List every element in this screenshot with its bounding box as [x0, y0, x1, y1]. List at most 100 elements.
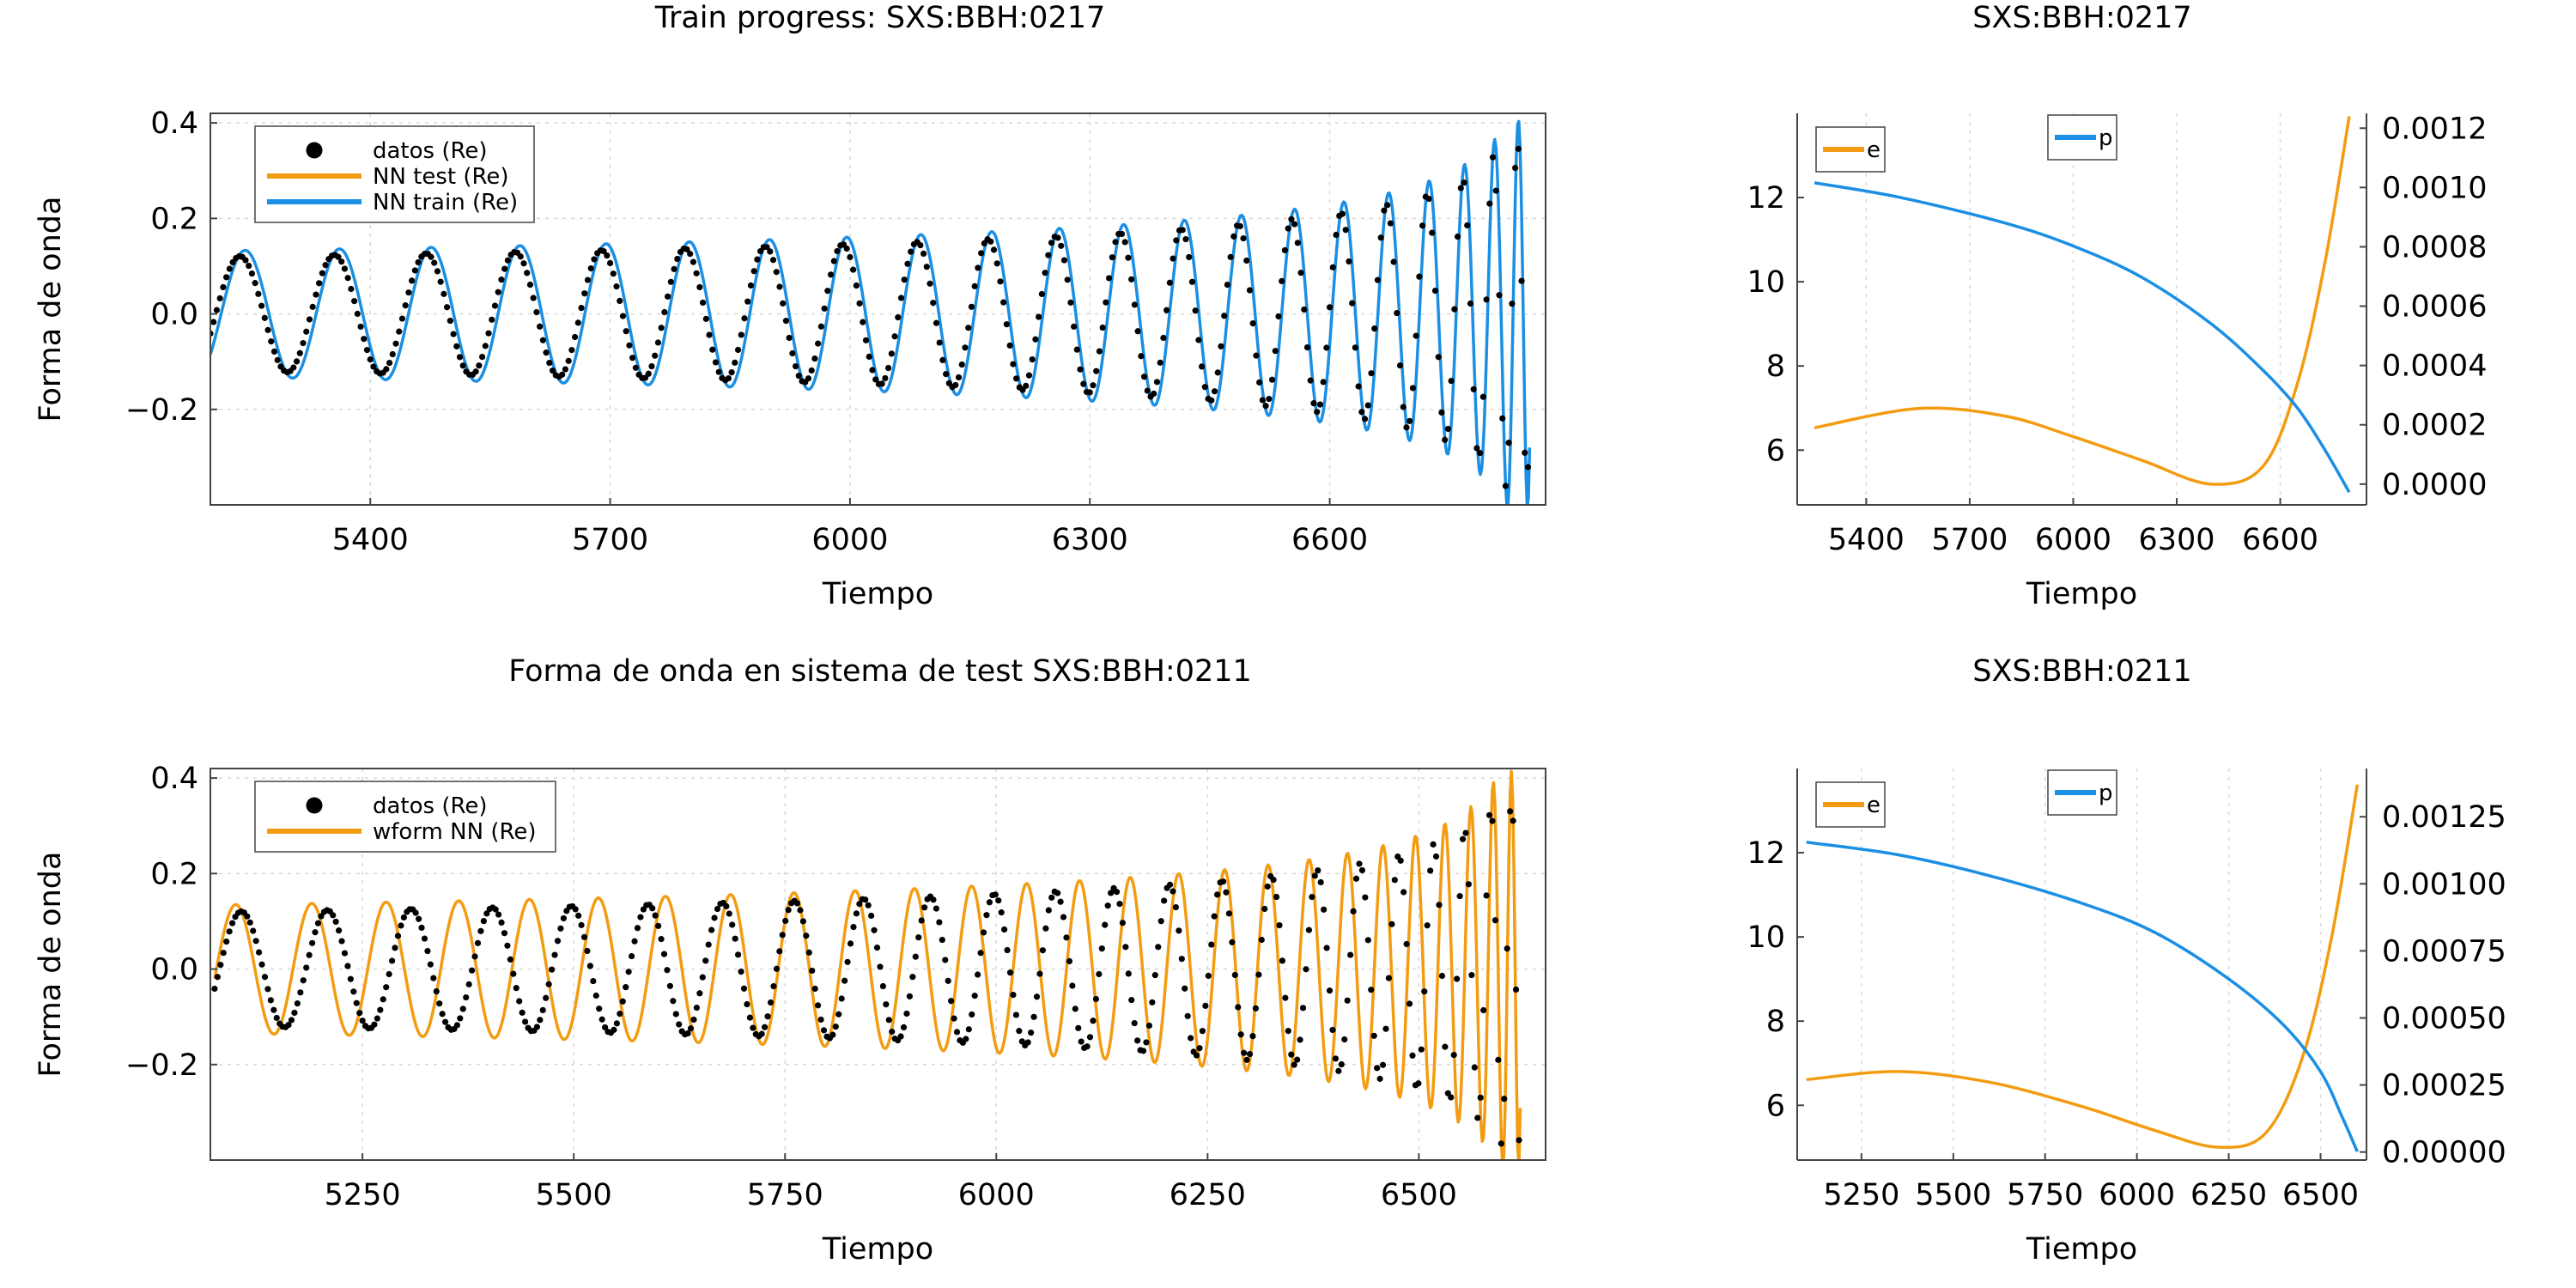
- y-tick-label-right: 0.00025: [2382, 1069, 2506, 1103]
- data-point: [1477, 1094, 1484, 1101]
- data-point: [690, 258, 697, 265]
- data-point: [471, 953, 478, 960]
- data-point: [1080, 380, 1087, 387]
- data-point: [1054, 234, 1061, 241]
- data-point: [1459, 835, 1467, 842]
- legend-label: NN test (Re): [373, 164, 509, 190]
- data-point: [434, 268, 441, 275]
- data-point: [1442, 436, 1449, 443]
- data-point: [1016, 1028, 1023, 1035]
- data-point: [690, 1016, 697, 1024]
- data-point: [838, 995, 845, 1002]
- data-point: [1297, 270, 1304, 276]
- data-point: [1315, 867, 1321, 874]
- data-point: [1341, 1036, 1348, 1043]
- data-point: [220, 950, 227, 957]
- data-point: [1374, 1065, 1381, 1072]
- data-point: [1048, 240, 1055, 246]
- data-point: [844, 958, 851, 965]
- data-point: [1468, 971, 1475, 979]
- data-point: [341, 265, 349, 272]
- data-point: [1223, 889, 1230, 896]
- data-point: [1048, 894, 1055, 901]
- data-point: [557, 925, 564, 932]
- data-point: [776, 948, 783, 955]
- data-point: [273, 1014, 280, 1022]
- data-point: [1479, 393, 1486, 400]
- data-point: [879, 982, 887, 990]
- data-point: [1416, 273, 1423, 280]
- data-point: [453, 343, 460, 349]
- data-point: [847, 940, 854, 947]
- legend-p: p: [2047, 769, 2117, 816]
- data-point: [370, 363, 377, 370]
- data-point: [1279, 277, 1285, 285]
- data-point: [1382, 1025, 1389, 1032]
- data-point: [1294, 1056, 1301, 1063]
- data-point: [769, 257, 777, 264]
- data-point: [906, 993, 914, 999]
- data-point: [776, 283, 783, 290]
- data-point: [294, 999, 301, 1007]
- data-point: [1202, 1002, 1209, 1009]
- data-point: [891, 333, 898, 340]
- data-point: [214, 974, 221, 981]
- data-point: [1285, 225, 1291, 232]
- data-point: [1166, 881, 1174, 888]
- data-point: [1258, 936, 1265, 944]
- data-point: [530, 295, 537, 301]
- data-point: [901, 276, 908, 283]
- data-point: [1465, 881, 1473, 888]
- data-point: [319, 270, 325, 276]
- data-point: [453, 1022, 460, 1029]
- x-axis-label: Tiempo: [822, 577, 933, 611]
- data-point: [223, 938, 230, 945]
- x-tick-label: 6000: [2099, 1178, 2175, 1212]
- legend-label: p: [2099, 125, 2113, 151]
- data-point: [217, 962, 224, 969]
- data-point: [516, 998, 523, 1005]
- data-point: [1253, 352, 1260, 359]
- data-point: [474, 939, 482, 946]
- data-point: [696, 283, 703, 291]
- y-tick-label-right: 0.0012: [2382, 112, 2487, 146]
- data-point: [942, 957, 949, 963]
- data-point: [386, 359, 393, 367]
- data-point: [908, 248, 914, 255]
- data-point: [591, 256, 598, 263]
- data-point: [1261, 905, 1268, 913]
- data-point: [1118, 230, 1126, 238]
- data-point: [963, 1036, 969, 1042]
- data-point: [1323, 344, 1330, 351]
- data-point: [933, 905, 940, 912]
- data-point: [885, 364, 892, 372]
- data-point: [258, 302, 265, 309]
- x-tick-label: 5750: [2007, 1178, 2083, 1212]
- panel-p1: Train progress: SXS:BBH:0217 5400 5700 6000…: [33, 1, 1546, 611]
- data-point: [738, 331, 744, 338]
- data-point: [543, 349, 550, 356]
- data-point: [559, 371, 566, 378]
- data-point: [799, 918, 807, 925]
- data-point: [1342, 227, 1349, 234]
- data-point: [270, 348, 278, 355]
- data-point: [1105, 275, 1113, 282]
- data-point: [211, 985, 218, 993]
- data-point: [1323, 945, 1330, 951]
- data-point: [267, 997, 274, 1004]
- data-point: [986, 899, 993, 906]
- data-point: [904, 260, 911, 267]
- data-point: [975, 264, 981, 271]
- data-point: [1231, 971, 1238, 979]
- legend-label: p: [2099, 781, 2113, 806]
- legend-marker: [306, 797, 323, 814]
- data-point: [1125, 254, 1132, 261]
- data-point: [990, 246, 998, 253]
- data-point: [264, 326, 271, 333]
- x-tick-label: 5750: [747, 1178, 823, 1212]
- data-point: [1003, 321, 1011, 328]
- data-point: [545, 981, 552, 987]
- data-point: [1376, 1075, 1383, 1082]
- data-point: [1314, 409, 1321, 416]
- data-point: [1515, 145, 1522, 152]
